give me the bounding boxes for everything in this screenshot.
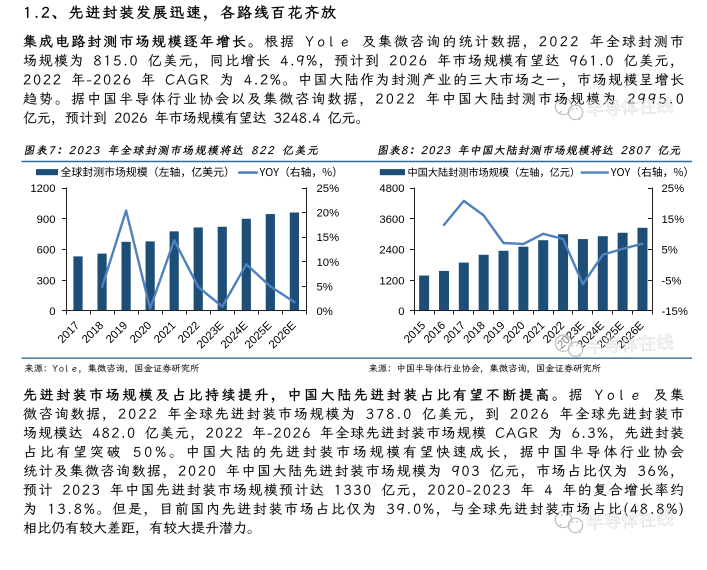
svg-text:900: 900 — [37, 214, 56, 226]
svg-text:0%: 0% — [317, 306, 333, 318]
svg-text:0: 0 — [49, 306, 55, 318]
svg-text:3600: 3600 — [379, 214, 404, 226]
svg-text:20%: 20% — [317, 208, 340, 220]
svg-text:4800: 4800 — [379, 183, 404, 195]
svg-text:15%: 15% — [662, 214, 685, 226]
svg-text:300: 300 — [37, 275, 56, 287]
svg-text:-5%: -5% — [662, 275, 682, 287]
svg-text:-15%: -15% — [662, 306, 688, 318]
svg-text:2400: 2400 — [379, 245, 404, 257]
svg-text:5%: 5% — [662, 245, 678, 257]
svg-text:0: 0 — [398, 306, 404, 318]
svg-text:25%: 25% — [317, 183, 340, 195]
svg-text:10%: 10% — [317, 257, 340, 269]
svg-text:15%: 15% — [317, 232, 340, 244]
svg-text:1200: 1200 — [379, 275, 404, 287]
svg-text:25%: 25% — [662, 183, 685, 195]
svg-text:1200: 1200 — [30, 183, 55, 195]
svg-text:5%: 5% — [317, 281, 333, 293]
svg-text:600: 600 — [37, 245, 56, 257]
